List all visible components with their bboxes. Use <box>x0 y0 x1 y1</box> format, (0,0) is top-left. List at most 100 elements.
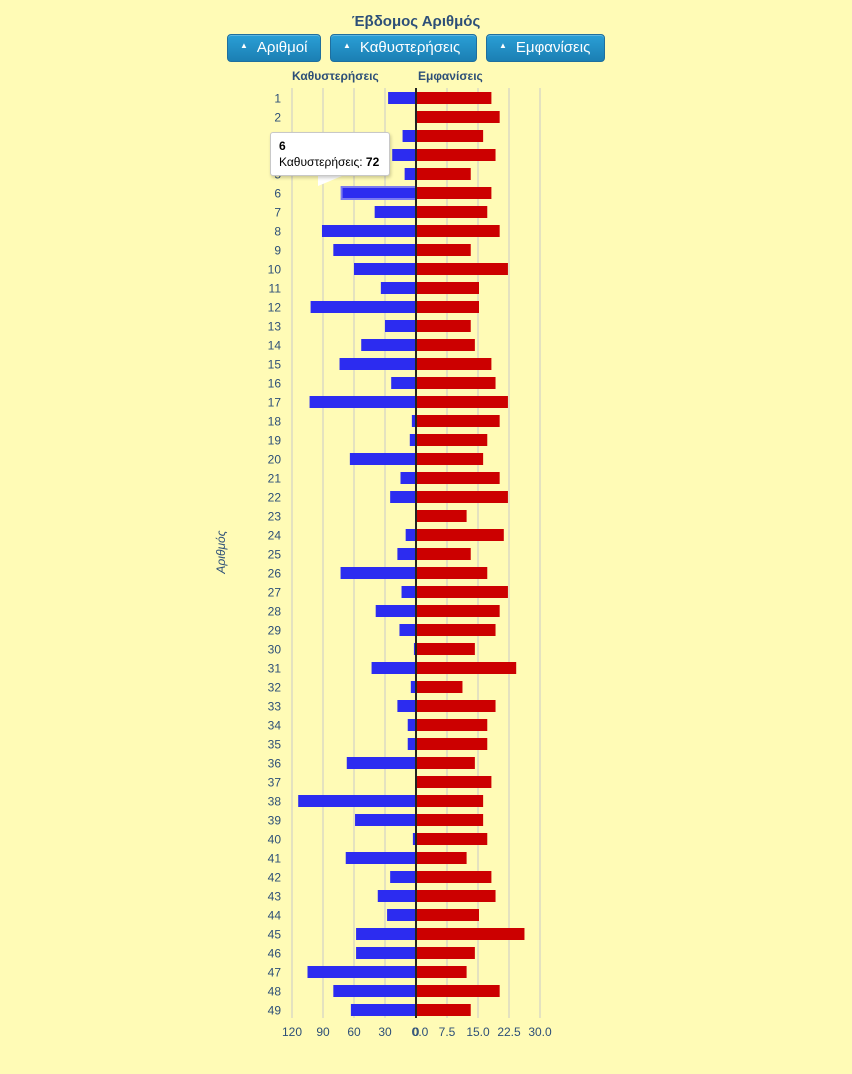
category-label: 7 <box>274 206 281 220</box>
delay-bar <box>355 814 416 826</box>
tooltip: 6 Καθυστερήσεις: 72 <box>270 132 390 176</box>
category-label: 47 <box>268 966 282 980</box>
category-label: 30 <box>268 643 282 657</box>
sort-by-number-button[interactable]: ▲ Αριθμοί <box>227 34 321 62</box>
appearance-bar <box>417 814 484 826</box>
category-label: 43 <box>268 890 282 904</box>
appearance-bar <box>417 510 467 522</box>
appearance-bar <box>417 130 484 142</box>
right-tick-label: 15.0 <box>466 1025 490 1039</box>
appearance-bar <box>417 852 467 864</box>
appearance-bar <box>417 700 496 712</box>
delay-bar <box>339 358 416 370</box>
delay-bar <box>413 643 416 655</box>
appearance-bar <box>417 396 508 408</box>
appearance-bar <box>417 871 492 883</box>
category-label: 36 <box>268 757 282 771</box>
appearances-header: Εμφανίσεις <box>418 69 483 83</box>
category-label: 28 <box>268 605 282 619</box>
sort-asc-icon: ▲ <box>240 41 248 51</box>
appearance-bar <box>417 263 508 275</box>
sort-by-appearances-label: Εμφανίσεις <box>515 39 591 56</box>
left-tick-label: 30 <box>378 1025 392 1039</box>
appearance-bar <box>417 985 500 997</box>
appearance-bar <box>417 966 467 978</box>
appearance-bar <box>417 434 488 446</box>
category-label: 46 <box>268 947 282 961</box>
category-label: 6 <box>274 187 281 201</box>
delays-header: Καθυστερήσεις <box>292 69 379 83</box>
delay-bar <box>310 301 416 313</box>
appearance-bar <box>417 928 525 940</box>
category-label: 40 <box>268 833 282 847</box>
delay-bar <box>387 909 416 921</box>
appearance-bar <box>417 643 475 655</box>
delay-bar <box>349 453 416 465</box>
delay-bar <box>356 947 416 959</box>
category-label: 31 <box>268 662 282 676</box>
appearance-bar <box>417 149 496 161</box>
left-tick-label: 0 <box>413 1025 420 1039</box>
category-label: 32 <box>268 681 282 695</box>
delay-bar <box>407 719 416 731</box>
category-label: 29 <box>268 624 282 638</box>
appearance-bar <box>417 187 492 199</box>
delay-bar <box>354 263 416 275</box>
category-label: 34 <box>268 719 282 733</box>
appearance-bar <box>417 605 500 617</box>
delay-bar <box>400 472 416 484</box>
delay-bar <box>345 852 416 864</box>
delay-bar <box>374 206 416 218</box>
delay-bar <box>340 567 416 579</box>
appearance-bar <box>417 92 492 104</box>
appearance-bar <box>417 890 496 902</box>
category-label: 45 <box>268 928 282 942</box>
category-label: 39 <box>268 814 282 828</box>
category-label: 48 <box>268 985 282 999</box>
category-label: 15 <box>268 358 282 372</box>
left-tick-label: 60 <box>347 1025 361 1039</box>
delay-bar <box>375 605 416 617</box>
tooltip-value: 72 <box>365 155 380 169</box>
sort-by-number-label: Αριθμοί <box>256 39 308 56</box>
appearance-bar <box>417 719 488 731</box>
category-label: 18 <box>268 415 282 429</box>
appearance-bar <box>417 339 475 351</box>
appearance-bar <box>417 795 484 807</box>
category-label: 21 <box>268 472 282 486</box>
category-label: 19 <box>268 434 282 448</box>
delay-bar <box>377 890 416 902</box>
category-label: 42 <box>268 871 282 885</box>
delay-bar <box>405 529 416 541</box>
left-tick-label: 90 <box>316 1025 330 1039</box>
appearance-bar <box>417 1004 471 1016</box>
appearance-bar <box>417 282 479 294</box>
category-label: 24 <box>268 529 282 543</box>
sort-by-delays-button[interactable]: ▲ Καθυστερήσεις <box>330 34 477 62</box>
right-tick-label: 22.5 <box>497 1025 521 1039</box>
delay-bar <box>390 491 416 503</box>
category-label: 23 <box>268 510 282 524</box>
delay-bar <box>298 795 416 807</box>
category-label: 27 <box>268 586 282 600</box>
category-label: 9 <box>274 244 281 258</box>
category-label: 2 <box>274 111 281 125</box>
appearance-bar <box>417 567 488 579</box>
category-label: 35 <box>268 738 282 752</box>
category-label: 10 <box>268 263 282 277</box>
appearance-bar <box>417 757 475 769</box>
appearance-bar <box>417 909 479 921</box>
category-label: 25 <box>268 548 282 562</box>
category-label: 20 <box>268 453 282 467</box>
chart-title: Έβδομος Αριθμός <box>351 13 481 30</box>
delay-bar <box>401 586 416 598</box>
delay-bar <box>356 928 416 940</box>
appearance-bar <box>417 301 479 313</box>
appearance-bar <box>417 320 471 332</box>
appearance-bar <box>417 358 492 370</box>
sort-by-appearances-button[interactable]: ▲ Εμφανίσεις <box>486 34 605 62</box>
category-label: 12 <box>268 301 282 315</box>
delay-bar <box>309 396 416 408</box>
appearance-bar <box>417 624 496 636</box>
